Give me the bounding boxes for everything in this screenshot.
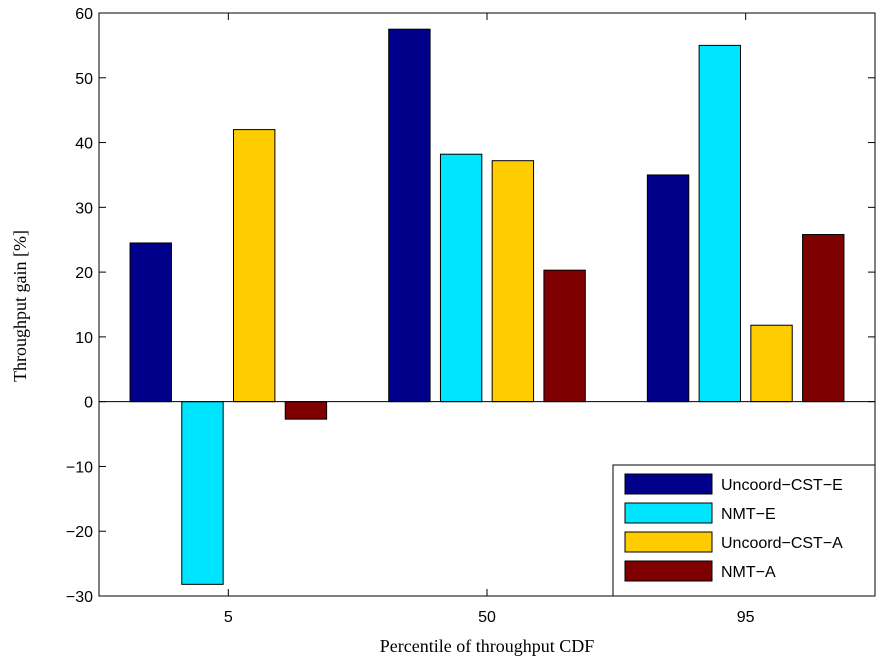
y-tick-label: 10 [75,330,93,347]
y-tick-label: 0 [84,395,93,412]
y-tick-label: 30 [75,200,93,217]
y-axis-title: Throughput gain [%] [10,230,30,382]
bar [646,174,690,403]
bar [233,129,276,403]
x-axis-title: Percentile of throughput CDF [380,636,594,656]
x-tick-label: 95 [737,609,755,626]
y-tick-label: −30 [66,589,93,606]
y-tick-label: −20 [66,524,93,541]
legend-swatch [624,473,713,495]
bar [698,44,741,403]
legend-swatch [624,502,713,524]
y-tick-label: 50 [75,71,93,88]
x-tick-label: 5 [224,609,233,626]
legend-swatch [624,531,713,553]
legend-swatch [624,560,713,582]
x-tick-label: 50 [478,609,496,626]
bar [439,153,483,403]
bar [284,401,328,420]
bar [802,234,845,403]
legend-label: Uncoord−CST−A [721,535,843,552]
legend-label: NMT−E [721,506,776,523]
bar [750,324,793,403]
bar [181,401,224,585]
legend-label: NMT−A [721,564,776,581]
y-tick-label: 20 [75,265,93,282]
bar [129,242,172,403]
bar [491,160,535,403]
y-tick-label: −10 [66,459,93,476]
y-tick-label: 40 [75,136,93,153]
bar [388,28,431,403]
y-tick-label: 60 [75,6,93,23]
plot-area: −30 −20 −10 0 10 20 30 40 50 60 5 50 95 Uncoord−CST−E… [66,6,876,626]
bar [543,269,586,403]
legend-label: Uncoord−CST−E [721,477,843,494]
